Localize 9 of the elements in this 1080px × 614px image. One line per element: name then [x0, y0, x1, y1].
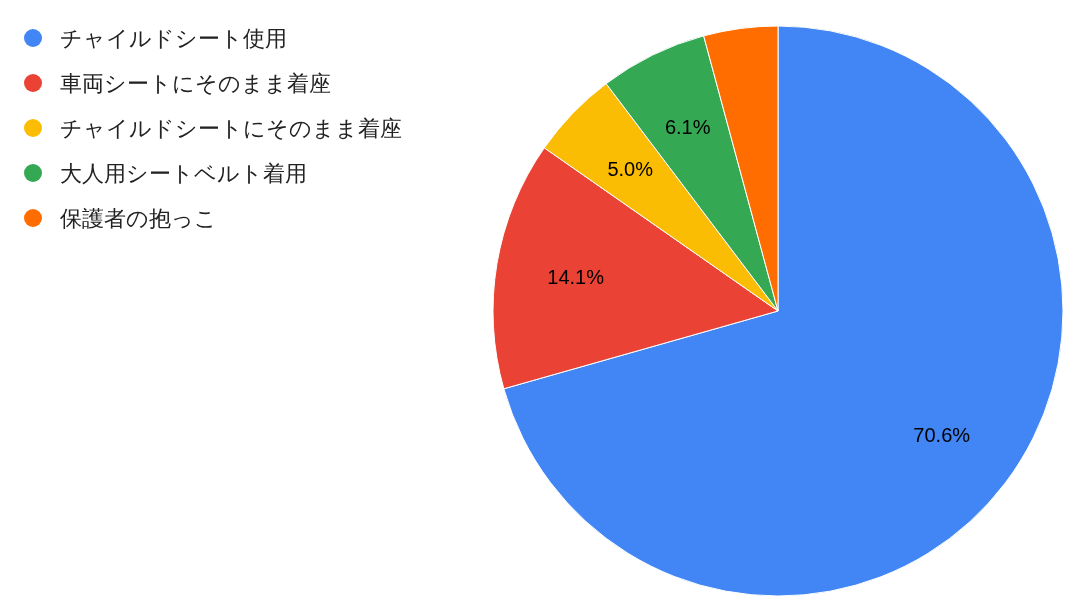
legend-label: 大人用シートベルト着用: [60, 160, 307, 186]
data-label: 70.6%: [913, 423, 971, 446]
data-label: 14.1%: [547, 265, 605, 288]
legend-label: チャイルドシート使用: [60, 25, 287, 51]
data-label: 5.0%: [607, 157, 654, 180]
legend-label: チャイルドシートにそのまま着座: [60, 115, 402, 141]
legend-label: 保護者の抱っこ: [60, 205, 217, 231]
data-label: 6.1%: [664, 115, 711, 138]
legend-label: 車両シートにそのまま着座: [60, 70, 331, 96]
